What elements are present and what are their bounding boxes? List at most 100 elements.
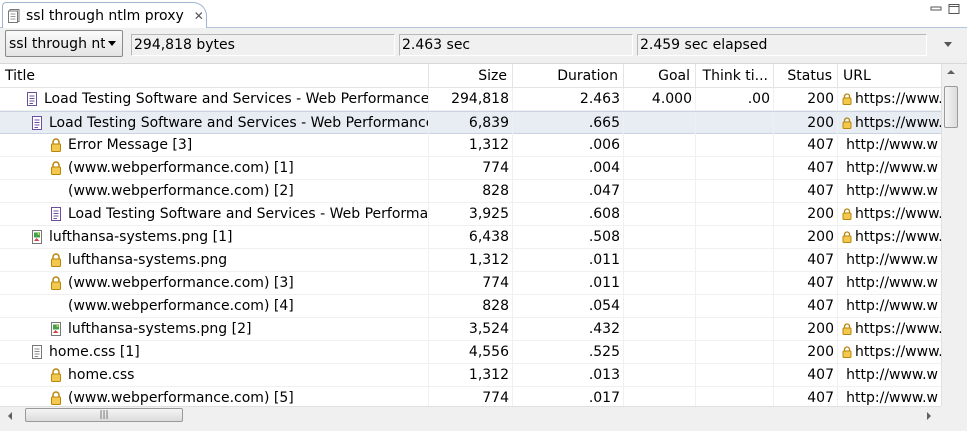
cell-duration: .006	[513, 134, 624, 156]
column-header-title[interactable]: Title	[0, 64, 429, 88]
horizontal-scroll-thumb[interactable]: |||	[25, 408, 183, 422]
row-title: lufthansa-systems.png	[68, 252, 228, 268]
column-header-duration[interactable]: Duration	[513, 64, 624, 88]
page-icon	[51, 207, 61, 221]
cell-status: 407	[774, 157, 838, 179]
column-header-status[interactable]: Status	[774, 64, 838, 88]
cell-url: https://www.	[838, 203, 941, 225]
cell-goal	[624, 341, 696, 363]
cell-goal	[624, 112, 696, 134]
lock-icon	[51, 391, 61, 405]
lock-icon	[51, 253, 61, 267]
row-title: Error Message [3]	[68, 137, 193, 153]
view-menu-icon[interactable]	[944, 42, 952, 47]
cell-goal	[624, 203, 696, 225]
table-row[interactable]: Load Testing Software and Services - Web…	[0, 203, 941, 226]
cell-duration: .665	[513, 112, 624, 134]
cell-goal	[624, 134, 696, 156]
cell-size: 774	[429, 157, 513, 179]
table-row[interactable]: Load Testing Software and Services - Web…	[0, 111, 941, 134]
summary-bar: ssl through ntlm proxy 294,818 bytes 2.4…	[0, 28, 967, 64]
vertical-scroll-thumb[interactable]	[944, 86, 958, 128]
cell-duration: .011	[513, 272, 624, 294]
cell-title: Load Testing Software and Services - Web…	[0, 112, 429, 134]
scroll-left-icon[interactable]	[8, 412, 12, 420]
maximize-icon[interactable]	[948, 4, 960, 14]
cell-url: http://www.w	[838, 387, 941, 406]
row-url: http://www.w	[846, 137, 938, 153]
image-icon	[32, 230, 42, 244]
column-header-goal[interactable]: Goal	[624, 64, 696, 88]
cell-think-time	[696, 341, 774, 363]
tab-ssl-through-ntlm-proxy[interactable]: ssl through ntlm proxy ✕	[2, 2, 207, 28]
column-header-url[interactable]: URL	[843, 68, 871, 84]
table-row[interactable]: home.css 1,312.013 407 http://www.w	[0, 364, 941, 387]
cell-think-time	[696, 295, 774, 317]
lock-icon	[51, 161, 61, 175]
cell-size: 3,524	[429, 318, 513, 340]
cell-size: 774	[429, 272, 513, 294]
table-row[interactable]: Error Message [3] 1,312.006 407 http://www.…	[0, 134, 941, 157]
close-icon[interactable]: ✕	[193, 8, 204, 23]
document-icon	[8, 8, 20, 23]
cell-url: http://www.w	[838, 272, 941, 294]
row-title: (www.webperformance.com) [1]	[68, 160, 294, 176]
cell-think-time	[696, 249, 774, 271]
bottom-margin	[0, 423, 941, 431]
cell-duration: .013	[513, 364, 624, 386]
column-header-size[interactable]: Size	[429, 64, 513, 88]
table-row[interactable]: (www.webperformance.com) [1] 774.004 407 ht…	[0, 157, 941, 180]
cell-status: 407	[774, 180, 838, 202]
cell-size: 1,312	[429, 249, 513, 271]
table-row[interactable]: lufthansa-systems.png [1] 6,438.508 200 htt…	[0, 226, 941, 249]
cell-title: Load Testing Software and Services - Web…	[0, 203, 429, 225]
cell-duration: .054	[513, 295, 624, 317]
cell-url: http://www.w	[838, 249, 941, 271]
row-title: lufthansa-systems.png [2]	[68, 321, 252, 337]
testcase-selector[interactable]: ssl through ntlm proxy	[5, 30, 123, 57]
cell-url: https://www.	[838, 318, 941, 340]
row-url: https://www.	[855, 321, 941, 337]
row-url: http://www.w	[846, 367, 938, 383]
cell-think-time	[696, 387, 774, 406]
cell-think-time	[696, 134, 774, 156]
cell-title: (www.webperformance.com) [2]	[0, 180, 429, 202]
cell-think-time	[696, 226, 774, 248]
table-header: Title Size Duration Goal Think ti... Sta…	[0, 64, 941, 88]
cell-goal	[624, 364, 696, 386]
cell-title: (www.webperformance.com) [4]	[0, 295, 429, 317]
scroll-up-icon[interactable]	[947, 70, 955, 74]
table-row[interactable]: Load Testing Software and Services - Web…	[0, 88, 941, 111]
cell-title: home.css [1]	[0, 341, 429, 363]
cell-duration: 2.463	[513, 88, 624, 110]
chevron-down-icon	[108, 41, 116, 46]
table-row[interactable]: (www.webperformance.com) [2] 828.047 407 ht…	[0, 180, 941, 203]
cell-duration: .047	[513, 180, 624, 202]
row-url: http://www.w	[846, 298, 938, 314]
cell-size: 828	[429, 295, 513, 317]
horizontal-scrollbar[interactable]: |||	[0, 406, 941, 423]
cell-size: 828	[429, 180, 513, 202]
cell-goal: 4.000	[624, 88, 696, 110]
table-row[interactable]: lufthansa-systems.png 1,312.011 407 http://…	[0, 249, 941, 272]
cell-think-time	[696, 180, 774, 202]
lock-icon	[51, 276, 61, 290]
secure-lock-icon	[842, 323, 852, 335]
secure-lock-icon	[842, 117, 852, 129]
row-title: home.css	[68, 367, 135, 383]
vertical-scrollbar[interactable]	[941, 64, 959, 406]
table-row[interactable]: lufthansa-systems.png [2] 3,524.432 200 htt…	[0, 318, 941, 341]
table-row[interactable]: (www.webperformance.com) [4] 828.054 407 ht…	[0, 295, 941, 318]
table-row[interactable]: home.css [1] 4,556.525 200 https://www.	[0, 341, 941, 364]
cell-goal	[624, 226, 696, 248]
blank-icon	[49, 298, 63, 314]
lock-icon	[51, 368, 61, 382]
table-row[interactable]: (www.webperformance.com) [5] 774.017 407 ht…	[0, 387, 941, 406]
row-title: Load Testing Software and Services - Web…	[44, 91, 429, 107]
cell-url: http://www.w	[838, 364, 941, 386]
minimize-icon[interactable]	[930, 4, 942, 14]
column-header-think-time[interactable]: Think ti...	[696, 64, 774, 88]
scroll-right-icon[interactable]	[927, 412, 931, 420]
table-row[interactable]: (www.webperformance.com) [3] 774.011 407 ht…	[0, 272, 941, 295]
cell-url: https://www.	[838, 88, 941, 110]
